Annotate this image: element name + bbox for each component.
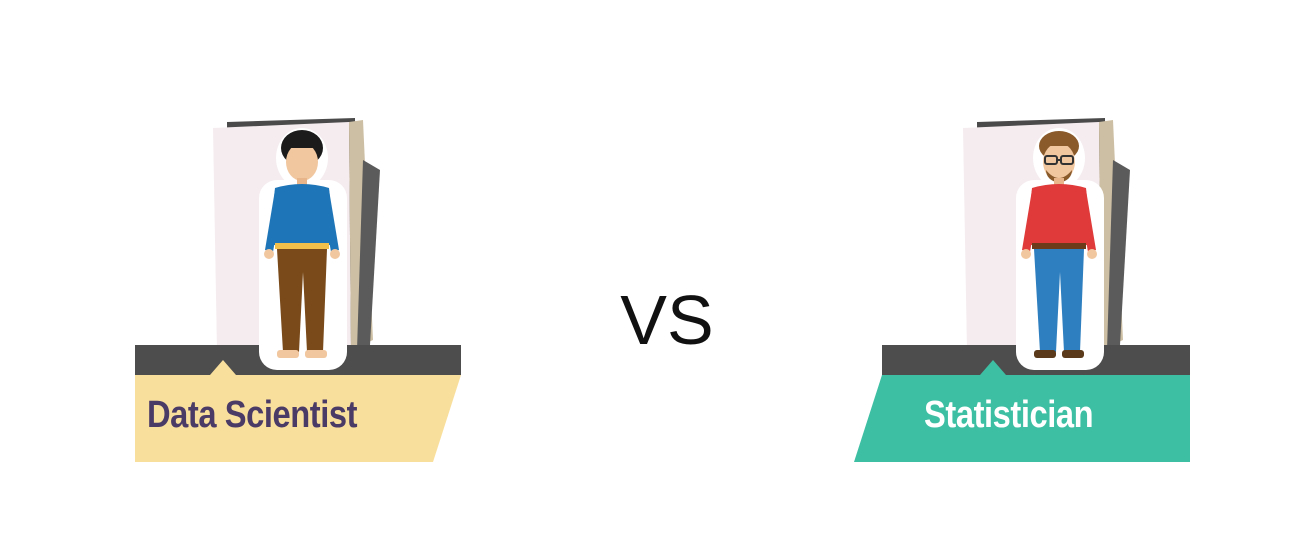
data-scientist-card: Data Scientist bbox=[125, 0, 465, 555]
statistician-label-banner bbox=[854, 375, 1190, 462]
data-scientist-illustration bbox=[135, 118, 461, 462]
statistician-label: Statistician bbox=[924, 394, 1094, 436]
vs-separator: VS bbox=[620, 281, 714, 359]
data-scientist-person-icon bbox=[259, 128, 347, 370]
statistician-person-icon bbox=[1016, 128, 1104, 370]
statistician-card: Statistician bbox=[850, 0, 1190, 555]
data-scientist-label-banner bbox=[135, 375, 461, 462]
data-scientist-label: Data Scientist bbox=[147, 394, 358, 436]
statistician-illustration bbox=[854, 118, 1190, 462]
